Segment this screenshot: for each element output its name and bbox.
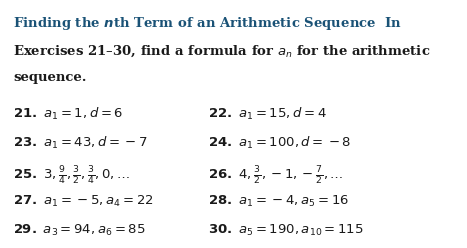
Text: $\mathbf{27.}$ $a_1 = -5, a_4 = 22$: $\mathbf{27.}$ $a_1 = -5, a_4 = 22$ [14,194,154,209]
Text: Finding the $\bfit{n}$th Term of an Arithmetic Sequence  In: Finding the $\bfit{n}$th Term of an Arit… [14,15,402,32]
Text: $\mathbf{28.}$ $a_1 = -4, a_5 = 16$: $\mathbf{28.}$ $a_1 = -4, a_5 = 16$ [208,194,349,209]
Text: $\mathbf{23.}$ $a_1 = 43, d = -7$: $\mathbf{23.}$ $a_1 = 43, d = -7$ [14,135,148,151]
Text: $\mathbf{26.}$ $4, \frac{3}{2}, -1, -\frac{7}{2}, \ldots$: $\mathbf{26.}$ $4, \frac{3}{2}, -1, -\fr… [208,164,344,186]
Text: $\mathbf{25.}$ $3, \frac{9}{4}, \frac{3}{2}, \frac{3}{4}, 0, \ldots$: $\mathbf{25.}$ $3, \frac{9}{4}, \frac{3}… [14,164,131,186]
Text: Exercises 21–30, find a formula for $a_n$ for the arithmetic: Exercises 21–30, find a formula for $a_n… [14,43,431,59]
Text: $\mathbf{30.}$ $a_5 = 190, a_{10} = 115$: $\mathbf{30.}$ $a_5 = 190, a_{10} = 115$ [208,223,364,238]
Text: $\mathbf{29.}$ $a_3 = 94, a_6 = 85$: $\mathbf{29.}$ $a_3 = 94, a_6 = 85$ [14,223,146,238]
Text: $\mathbf{22.}$ $a_1 = 15, d = 4$: $\mathbf{22.}$ $a_1 = 15, d = 4$ [208,106,327,122]
Text: $\mathbf{21.}$ $a_1 = 1, d = 6$: $\mathbf{21.}$ $a_1 = 1, d = 6$ [14,106,124,122]
Text: sequence.: sequence. [14,71,87,84]
Text: $\mathbf{24.}$ $a_1 = 100, d = -8$: $\mathbf{24.}$ $a_1 = 100, d = -8$ [208,135,352,151]
